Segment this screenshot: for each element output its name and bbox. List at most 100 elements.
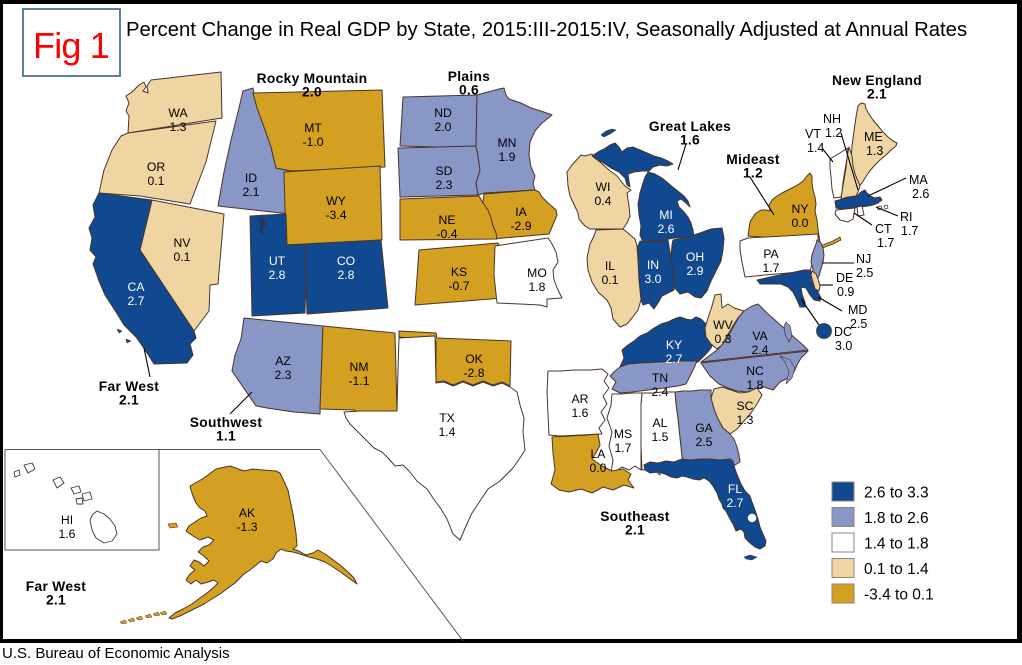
- svg-text:NV: NV: [174, 236, 192, 250]
- svg-text:-2.9: -2.9: [510, 219, 531, 233]
- svg-text:PA: PA: [763, 247, 779, 261]
- svg-text:GA: GA: [695, 421, 713, 435]
- svg-text:UT: UT: [269, 254, 286, 268]
- svg-text:Rocky Mountain: Rocky Mountain: [257, 71, 368, 86]
- svg-text:2.7: 2.7: [666, 352, 683, 366]
- svg-text:2.7: 2.7: [727, 496, 744, 510]
- svg-text:CO: CO: [337, 254, 355, 268]
- svg-text:-1.3: -1.3: [236, 520, 257, 534]
- svg-text:1.8: 1.8: [529, 280, 546, 294]
- svg-text:1.3: 1.3: [866, 144, 883, 158]
- svg-text:MD: MD: [848, 303, 867, 317]
- svg-text:WA: WA: [168, 106, 188, 120]
- svg-text:-0.7: -0.7: [448, 279, 469, 293]
- svg-text:0.3: 0.3: [715, 332, 732, 346]
- svg-text:VA: VA: [752, 329, 768, 343]
- svg-text:2.5: 2.5: [856, 266, 873, 280]
- svg-text:ME: ME: [864, 130, 883, 144]
- svg-text:2.0: 2.0: [435, 120, 452, 134]
- svg-text:1.6: 1.6: [572, 406, 589, 420]
- svg-text:SD: SD: [436, 164, 453, 178]
- svg-text:CA: CA: [128, 280, 146, 294]
- svg-text:Far West: Far West: [26, 579, 87, 594]
- svg-text:2.5: 2.5: [850, 317, 867, 331]
- svg-text:0.1: 0.1: [174, 250, 191, 264]
- svg-text:AL: AL: [653, 416, 668, 430]
- svg-text:0.1: 0.1: [602, 273, 619, 287]
- svg-text:1.5: 1.5: [652, 430, 669, 444]
- svg-text:U.S. Bureau of Economic Analys: U.S. Bureau of Economic Analysis: [2, 645, 230, 662]
- svg-text:MS: MS: [614, 427, 632, 441]
- svg-text:CT: CT: [875, 222, 892, 236]
- svg-text:AZ: AZ: [275, 354, 291, 368]
- svg-text:0.0: 0.0: [792, 216, 809, 230]
- svg-text:1.1: 1.1: [216, 429, 236, 444]
- svg-text:1.6: 1.6: [59, 527, 76, 541]
- svg-text:MA: MA: [909, 173, 928, 187]
- svg-text:2.1: 2.1: [867, 87, 887, 102]
- svg-text:1.7: 1.7: [615, 441, 632, 455]
- svg-text:2.4: 2.4: [752, 343, 769, 357]
- svg-text:2.6: 2.6: [658, 222, 675, 236]
- svg-text:2.8: 2.8: [338, 268, 355, 282]
- svg-text:0.6: 0.6: [459, 83, 479, 98]
- svg-text:NJ: NJ: [856, 252, 871, 266]
- svg-text:2.1: 2.1: [46, 593, 66, 608]
- svg-text:0.4: 0.4: [595, 194, 612, 208]
- svg-text:AR: AR: [572, 392, 589, 406]
- svg-text:Southeast: Southeast: [600, 509, 669, 524]
- svg-text:-1.0: -1.0: [302, 135, 323, 149]
- svg-text:AK: AK: [239, 506, 255, 520]
- svg-text:MI: MI: [659, 208, 673, 222]
- svg-text:0.1: 0.1: [148, 174, 165, 188]
- svg-text:Percent Change in Real GDP by: Percent Change in Real GDP by State, 201…: [126, 19, 967, 41]
- svg-text:RI: RI: [900, 210, 913, 224]
- svg-text:NC: NC: [746, 364, 764, 378]
- svg-text:WI: WI: [596, 180, 611, 194]
- svg-text:MT: MT: [304, 121, 322, 135]
- svg-text:SC: SC: [737, 399, 754, 413]
- svg-text:TN: TN: [652, 371, 668, 385]
- svg-text:1.6: 1.6: [680, 133, 700, 148]
- svg-text:KS: KS: [451, 265, 467, 279]
- svg-text:-3.4: -3.4: [325, 208, 346, 222]
- svg-text:1.4: 1.4: [439, 425, 456, 439]
- svg-text:1.7: 1.7: [877, 236, 894, 250]
- svg-text:2.5: 2.5: [696, 435, 713, 449]
- svg-text:Southwest: Southwest: [190, 415, 263, 430]
- svg-text:NH: NH: [823, 112, 841, 126]
- svg-text:0.0: 0.0: [590, 461, 607, 475]
- svg-text:NE: NE: [439, 213, 456, 227]
- svg-text:OR: OR: [147, 160, 165, 174]
- svg-text:MN: MN: [498, 136, 517, 150]
- svg-text:2.4: 2.4: [652, 385, 669, 399]
- svg-text:WV: WV: [713, 318, 734, 332]
- svg-text:0.9: 0.9: [837, 285, 854, 299]
- svg-text:2.1: 2.1: [243, 185, 260, 199]
- svg-text:HI: HI: [61, 513, 73, 527]
- svg-text:IA: IA: [515, 205, 527, 219]
- svg-text:3.0: 3.0: [835, 339, 852, 353]
- svg-text:2.0: 2.0: [302, 85, 322, 100]
- svg-text:IN: IN: [647, 258, 659, 272]
- svg-text:1.3: 1.3: [737, 413, 754, 427]
- svg-text:2.3: 2.3: [275, 368, 292, 382]
- svg-text:2.6 to 3.3: 2.6 to 3.3: [864, 485, 929, 502]
- svg-text:WY: WY: [326, 194, 346, 208]
- svg-text:2.9: 2.9: [687, 264, 704, 278]
- svg-text:TX: TX: [439, 411, 455, 425]
- svg-text:DC: DC: [834, 325, 852, 339]
- svg-text:OH: OH: [686, 250, 704, 264]
- svg-text:2.1: 2.1: [625, 523, 645, 538]
- svg-text:VT: VT: [805, 127, 821, 141]
- svg-text:2.6: 2.6: [912, 187, 929, 201]
- svg-text:0.1 to 1.4: 0.1 to 1.4: [864, 561, 929, 578]
- svg-text:New England: New England: [832, 73, 922, 88]
- svg-text:2.3: 2.3: [436, 178, 453, 192]
- svg-text:ID: ID: [245, 171, 257, 185]
- svg-text:-3.4 to 0.1: -3.4 to 0.1: [864, 587, 934, 604]
- svg-text:-0.4: -0.4: [436, 227, 457, 241]
- svg-text:MO: MO: [527, 266, 547, 280]
- svg-text:1.2: 1.2: [743, 166, 763, 181]
- svg-text:1.2: 1.2: [825, 126, 842, 140]
